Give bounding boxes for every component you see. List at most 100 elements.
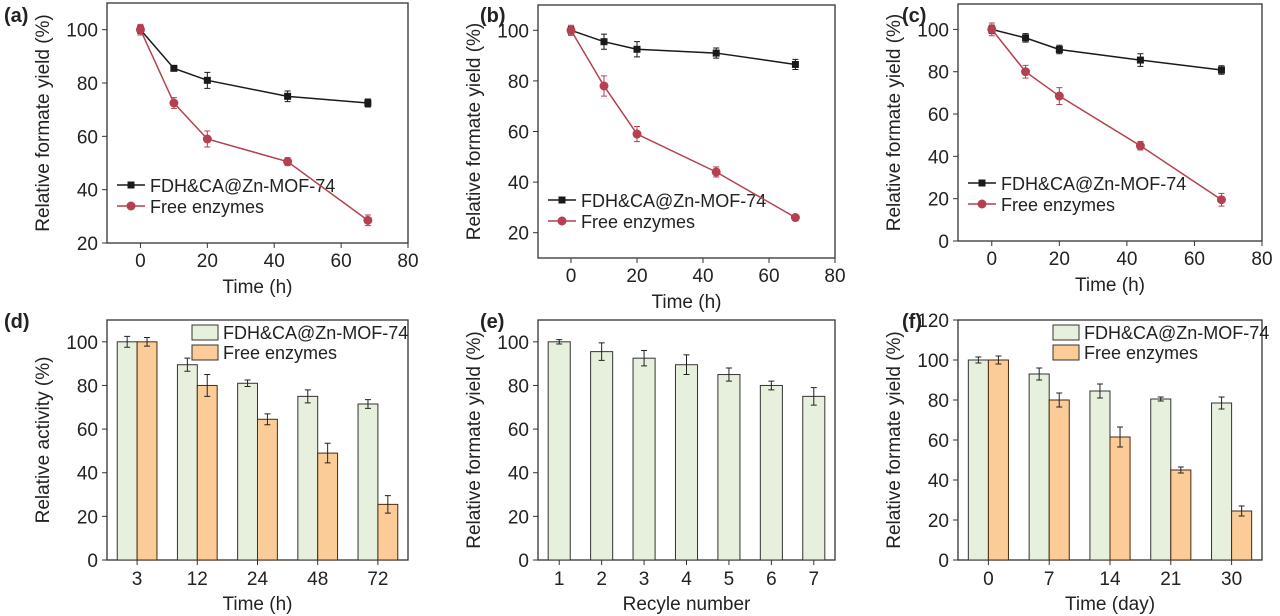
bar bbox=[802, 395, 826, 561]
x-tick-label: 80 bbox=[397, 251, 418, 272]
y-tick-label: 60 bbox=[77, 127, 98, 148]
error-bar bbox=[556, 339, 563, 345]
data-point bbox=[283, 157, 293, 167]
bar bbox=[176, 364, 198, 561]
data-point bbox=[791, 60, 799, 68]
y-tick-label: 100 bbox=[66, 333, 98, 354]
legend-swatch bbox=[191, 324, 219, 341]
bar bbox=[196, 384, 218, 561]
legend-marker bbox=[977, 199, 987, 209]
bar bbox=[136, 341, 158, 561]
data-point bbox=[363, 215, 373, 225]
data-point bbox=[1217, 66, 1225, 74]
x-tick-label: 5 bbox=[724, 569, 735, 590]
error-bar bbox=[244, 379, 251, 388]
y-tick-label: 60 bbox=[928, 431, 949, 452]
x-tick-label: 24 bbox=[247, 569, 269, 590]
bar bbox=[257, 418, 278, 561]
legend-swatch bbox=[1052, 324, 1080, 341]
y-tick-label: 100 bbox=[497, 333, 529, 354]
y-tick-label: 20 bbox=[928, 190, 949, 211]
x-tick-label: 7 bbox=[1044, 569, 1055, 590]
y-tick-label: 40 bbox=[508, 464, 529, 485]
data-point bbox=[1055, 45, 1063, 53]
y-axis-label: Relative formate yield (%) bbox=[33, 14, 54, 232]
y-tick-label: 40 bbox=[77, 464, 98, 485]
data-point bbox=[169, 98, 179, 108]
error-bar bbox=[384, 495, 391, 514]
bar bbox=[632, 357, 656, 561]
y-tick-label: 0 bbox=[518, 551, 529, 572]
error-bar bbox=[1117, 426, 1124, 448]
legend-swatch bbox=[1052, 344, 1080, 361]
legend-label: FDH&CA@Zn-MOF-74 bbox=[1001, 174, 1186, 194]
x-tick-label: 0 bbox=[135, 251, 146, 272]
series-line bbox=[570, 29, 796, 66]
y-tick-label: 60 bbox=[508, 420, 529, 441]
x-tick-label: 72 bbox=[367, 569, 388, 590]
y-tick-label: 100 bbox=[917, 351, 949, 372]
y-tick-label: 60 bbox=[928, 105, 949, 126]
error-bar bbox=[1157, 396, 1164, 402]
y-tick-label: 0 bbox=[87, 551, 98, 572]
panel-e: (e) 0 20 40 60 80 100 Relative formate yield (%… bbox=[464, 311, 836, 615]
error-bar bbox=[124, 335, 131, 348]
error-bar bbox=[1177, 466, 1184, 474]
panel-b: (b) 20 40 60 80 100 Relative formate yield (%)… bbox=[464, 4, 846, 313]
legend-marker bbox=[127, 181, 135, 189]
x-tick-label: 12 bbox=[187, 569, 208, 590]
x-axis-label: Time (day) bbox=[1065, 594, 1155, 615]
y-tick-label: 100 bbox=[66, 21, 98, 42]
data-point bbox=[632, 129, 642, 139]
y-tick-label: 20 bbox=[928, 511, 949, 532]
data-point bbox=[987, 24, 997, 34]
error-bar bbox=[364, 399, 371, 409]
panel-label: (b) bbox=[480, 5, 506, 27]
panel-d: (d) 0 20 40 60 80 100 Relative activity (%) Time… bbox=[4, 311, 409, 615]
plot-frame bbox=[957, 3, 1263, 242]
y-tick-label: 80 bbox=[77, 376, 98, 397]
legend-marker bbox=[558, 196, 566, 204]
y-tick-label: 20 bbox=[77, 234, 98, 255]
x-axis-label: Time (h) bbox=[651, 292, 721, 313]
legend-label: FDH&CA@Zn-MOF-74 bbox=[150, 176, 335, 196]
error-bar bbox=[810, 387, 817, 406]
x-tick-label: 0 bbox=[983, 569, 994, 590]
x-tick-label: 4 bbox=[681, 569, 692, 590]
y-tick-label: 20 bbox=[77, 507, 98, 528]
data-point bbox=[1136, 56, 1144, 64]
x-tick-label: 40 bbox=[264, 251, 285, 272]
error-bar bbox=[1056, 392, 1063, 408]
x-tick-label: 20 bbox=[197, 251, 218, 272]
panel-label: (a) bbox=[4, 5, 28, 27]
x-tick-label: 3 bbox=[639, 569, 650, 590]
legend-label: FDH&CA@Zn-MOF-74 bbox=[223, 323, 408, 343]
data-point bbox=[633, 45, 641, 53]
bar bbox=[674, 364, 699, 561]
bar bbox=[1231, 510, 1253, 561]
x-tick-label: 2 bbox=[596, 569, 607, 590]
y-axis-label: Relative activity (%) bbox=[33, 357, 54, 524]
panel-f: (f) 0 20 40 60 80 100 120 Relative formate yield… bbox=[884, 311, 1269, 615]
error-bar bbox=[1218, 396, 1225, 410]
x-tick-label: 80 bbox=[824, 266, 845, 287]
x-tick-label: 3 bbox=[132, 569, 143, 590]
y-tick-label: 40 bbox=[928, 471, 949, 492]
data-point bbox=[284, 92, 292, 100]
legend-label: Free enzymes bbox=[150, 197, 264, 217]
x-tick-label: 60 bbox=[758, 266, 779, 287]
legend-swatch bbox=[191, 344, 219, 361]
y-tick-label: 40 bbox=[77, 181, 98, 202]
bar bbox=[717, 374, 741, 561]
bar bbox=[1170, 469, 1192, 561]
x-tick-label: 0 bbox=[566, 266, 577, 287]
error-bar bbox=[1238, 505, 1245, 517]
data-point bbox=[203, 76, 211, 84]
data-point bbox=[600, 38, 608, 46]
bar bbox=[297, 395, 319, 561]
bar bbox=[967, 359, 989, 561]
y-tick-label: 80 bbox=[928, 391, 949, 412]
x-tick-label: 0 bbox=[986, 249, 997, 270]
bar bbox=[116, 341, 138, 561]
legend-label: Free enzymes bbox=[581, 212, 695, 232]
